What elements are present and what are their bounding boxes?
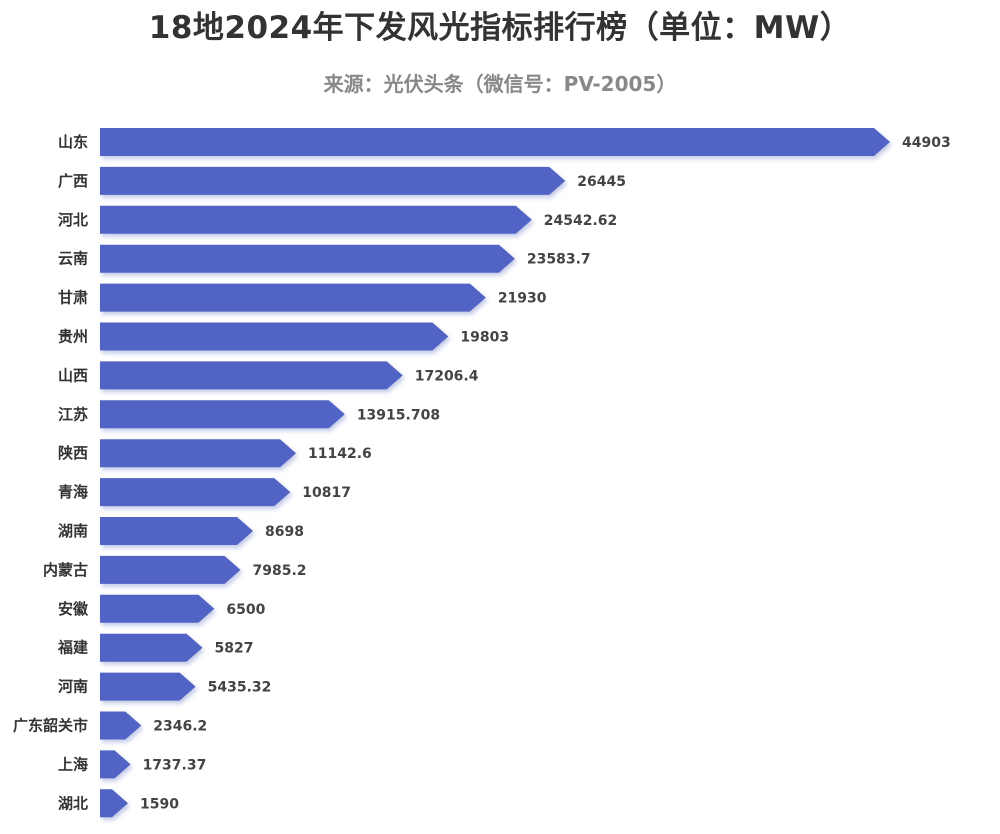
bar <box>100 439 297 468</box>
value-label: 5435.32 <box>208 680 272 696</box>
bar <box>100 789 128 818</box>
value-label: 26445 <box>577 174 626 190</box>
bar <box>100 750 131 779</box>
category-label: 贵州 <box>58 328 88 346</box>
bar <box>100 478 291 507</box>
bar <box>100 128 890 156</box>
category-label: 山西 <box>58 366 88 384</box>
value-label: 1737.37 <box>143 757 207 773</box>
category-label: 陕西 <box>58 444 88 462</box>
category-label: 山东 <box>58 133 88 151</box>
category-label: 广东韶关市 <box>13 717 88 735</box>
value-label: 2346.2 <box>153 719 207 735</box>
category-label: 甘肃 <box>58 289 88 307</box>
value-label: 1590 <box>140 796 179 812</box>
bar <box>100 361 403 390</box>
bar <box>100 400 345 429</box>
chart-subtitle: 来源：光伏头条（微信号：PV-2005） <box>323 72 677 96</box>
chart-title: 18地2024年下发风光指标排行榜（单位：MW） <box>148 10 852 46</box>
value-label: 8698 <box>265 524 304 540</box>
value-label: 5827 <box>215 641 254 657</box>
bar <box>100 322 449 351</box>
bar <box>100 672 196 701</box>
bar <box>100 555 241 584</box>
value-label: 44903 <box>902 135 951 151</box>
category-label: 云南 <box>58 250 88 268</box>
value-label: 19803 <box>460 330 509 346</box>
category-label: 广西 <box>58 172 88 190</box>
value-label: 24542.62 <box>544 213 618 229</box>
category-label: 青海 <box>58 483 88 501</box>
category-label: 福建 <box>57 639 89 657</box>
value-label: 6500 <box>226 602 265 618</box>
category-label: 河南 <box>58 678 88 696</box>
category-label: 湖南 <box>58 522 88 540</box>
category-label: 河北 <box>58 211 88 229</box>
bar <box>100 711 142 740</box>
bars-group: 山东 44903 广西 26445 河北 24542.62 云南 23583.7 甘肃 21930… <box>13 128 951 821</box>
bar <box>100 244 515 273</box>
category-label: 上海 <box>58 755 88 773</box>
bar <box>100 283 486 312</box>
value-label: 13915.708 <box>357 407 440 423</box>
category-label: 安徽 <box>58 600 89 618</box>
value-label: 17206.4 <box>415 368 479 384</box>
bar <box>100 633 203 662</box>
value-label: 21930 <box>498 291 547 307</box>
category-label: 湖北 <box>58 794 88 812</box>
value-label: 11142.6 <box>308 446 372 462</box>
bar <box>100 517 254 545</box>
value-label: 10817 <box>302 485 351 501</box>
bar <box>100 594 215 623</box>
value-label: 23583.7 <box>527 252 591 268</box>
value-label: 7985.2 <box>252 563 306 579</box>
bar <box>100 166 566 195</box>
category-label: 江苏 <box>58 405 88 423</box>
category-label: 内蒙古 <box>43 561 88 579</box>
bar <box>100 205 532 234</box>
